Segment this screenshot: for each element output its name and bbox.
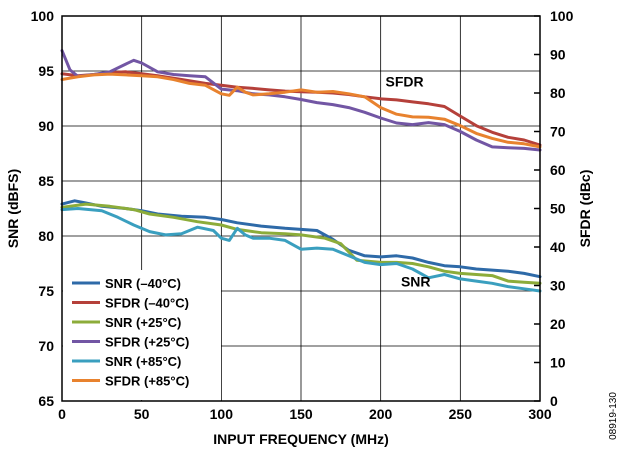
- y-tick-label-right: 80: [550, 85, 566, 101]
- y-tick-label-left: 90: [38, 118, 54, 134]
- y-tick-label-left: 65: [38, 393, 54, 409]
- y-axis-label-right: SFDR (dBc): [577, 170, 593, 248]
- y-tick-label-right: 90: [550, 47, 566, 63]
- y-tick-label-left: 85: [38, 173, 54, 189]
- legend-label: SFDR (+25°C): [105, 335, 189, 350]
- plot-lines: [60, 49, 542, 293]
- figure-id: 08919-130: [608, 392, 619, 440]
- y-tick-label-right: 20: [550, 316, 566, 332]
- y-tick-label-right: 40: [550, 239, 566, 255]
- legend-label: SNR (+85°C): [105, 354, 181, 369]
- series-line-4: [60, 207, 542, 293]
- y-tick-label-right: 30: [550, 278, 566, 294]
- annotation-sfdr: SFDR: [386, 73, 424, 89]
- y-tick-label-right: 70: [550, 124, 566, 140]
- y-tick-label-left: 80: [38, 228, 54, 244]
- annotation-snr: SNR: [401, 274, 431, 290]
- legend-label: SNR (–40°C): [105, 276, 181, 291]
- y-tick-label-right: 10: [550, 355, 566, 371]
- legend-area: [63, 270, 221, 400]
- y-tick-label-right: 100: [550, 8, 574, 24]
- series-line-3: [60, 49, 542, 152]
- x-tick-label: 300: [528, 406, 552, 422]
- y-tick-label-right: 0: [550, 393, 558, 409]
- y-tick-label-left: 100: [31, 8, 55, 24]
- legend-label: SFDR (+85°C): [105, 374, 189, 389]
- x-tick-label: 200: [369, 406, 393, 422]
- tick-labels: 0 50 100 150 200 250 300 65 70 75 80 85 90 95 100 0 10 20…: [31, 8, 574, 422]
- series-line-2: [60, 202, 542, 285]
- y-tick-label-left: 75: [38, 283, 54, 299]
- x-tick-label: 0: [58, 406, 66, 422]
- legend-background: [63, 270, 221, 400]
- legend: SNR (–40°C) SFDR (–40°C) SNR (+25°C) SFDR (…: [72, 276, 189, 389]
- y-axis-label-left: SNR (dBFS): [5, 169, 21, 248]
- x-tick-label: 150: [289, 406, 313, 422]
- y-tick-label-right: 50: [550, 201, 566, 217]
- y-tick-label-left: 95: [38, 63, 54, 79]
- y-tick-label-right: 60: [550, 162, 566, 178]
- series-line-5: [60, 72, 542, 149]
- x-axis-label: INPUT FREQUENCY (MHz): [213, 431, 389, 447]
- legend-label: SFDR (–40°C): [105, 296, 189, 311]
- x-tick-label: 50: [134, 406, 150, 422]
- legend-label: SNR (+25°C): [105, 315, 181, 330]
- y-tick-label-left: 70: [38, 338, 54, 354]
- x-tick-label: 100: [210, 406, 234, 422]
- x-tick-label: 250: [449, 406, 473, 422]
